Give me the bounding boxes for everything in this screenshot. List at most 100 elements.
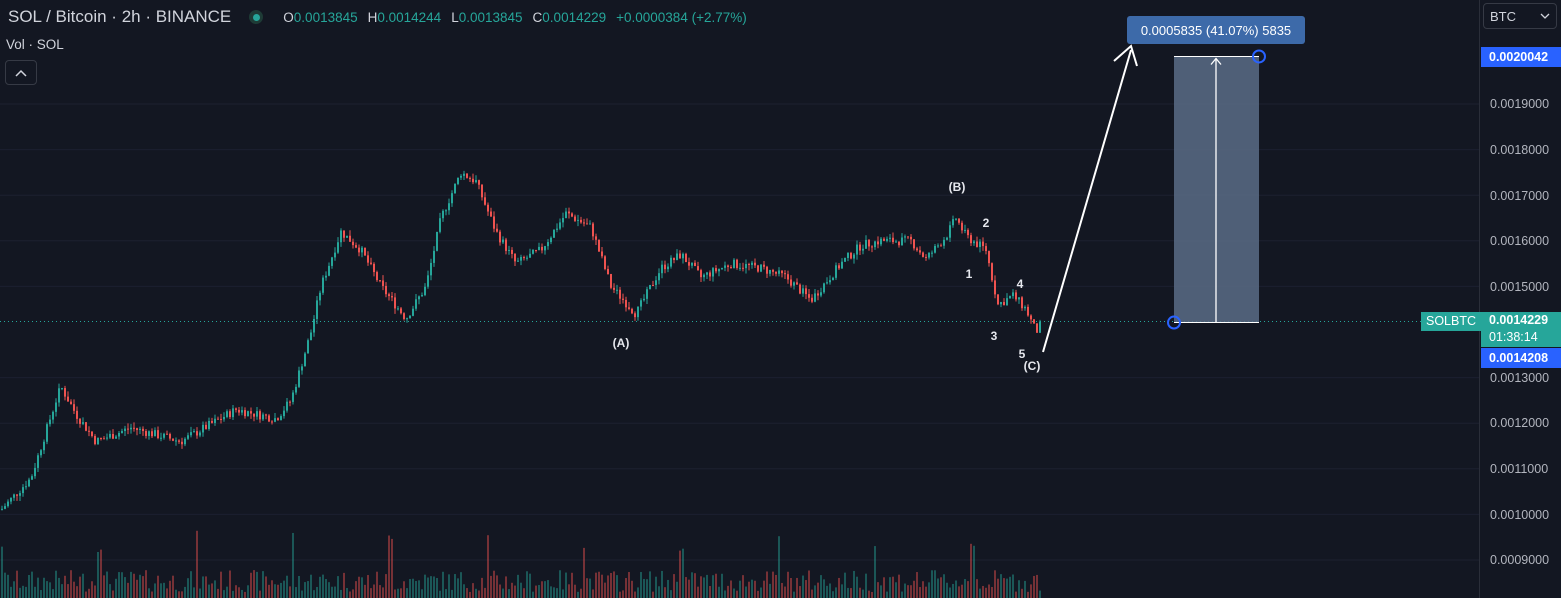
volume-label[interactable]: Vol · SOL [6,37,64,52]
volume-bar [592,589,594,598]
volume-bar [460,572,462,598]
candle-body [175,440,177,442]
volume-bar [577,591,579,598]
candle-body [487,204,489,212]
volume-bar [124,577,126,598]
candle-body [133,427,135,429]
volume-bar [928,582,930,598]
volume-bar [229,570,231,598]
market-status-icon[interactable] [249,10,264,24]
price-chart[interactable] [0,0,1479,598]
candle-body [997,294,999,305]
volume-bar [184,586,186,598]
candle-body [874,241,876,248]
wave-label-c[interactable]: (C) [1023,359,1041,373]
candle-body [553,229,555,238]
candle-body [286,401,288,411]
volume-bar [127,582,129,598]
candle-body [502,239,504,243]
candle-body [781,270,783,274]
volume-bar [370,588,372,598]
volume-bar [769,583,771,598]
wave-label-4[interactable]: 4 [1016,277,1024,291]
volume-bar [772,571,774,598]
candle-body [796,282,798,285]
collapse-indicators-button[interactable] [5,60,37,85]
candle-body [511,249,513,254]
wave-label-1[interactable]: 1 [965,267,973,281]
volume-bar [946,582,948,598]
symbol-price-tag[interactable]: SOLBTC [1421,312,1482,331]
candle-body [928,252,930,258]
candle-body [418,296,420,300]
volume-bar [340,589,342,598]
wave-label-2[interactable]: 2 [982,216,990,230]
volume-bar [154,583,156,598]
volume-bar [4,572,6,598]
current-price-tag[interactable]: 0.0014229 01:38:14 [1481,312,1561,347]
price-tick: 0.0018000 [1490,143,1550,157]
candle-body [505,239,507,251]
volume-bar [436,577,438,598]
candle-body [895,241,897,243]
volume-bar [469,591,471,598]
volume-bar [874,546,876,598]
candle-body [169,434,171,439]
candle-body [841,261,843,269]
volume-bar [859,587,861,598]
volume-bar [748,581,750,598]
volume-bar [427,577,429,598]
volume-bar [838,577,840,598]
symbol-header: SOL / Bitcoin · 2h · BINANCE O0.0013845 … [8,4,747,30]
candle-body [445,210,447,212]
volume-bar [562,589,564,598]
volume-bar [277,584,279,598]
target-price-tag[interactable]: 0.0020042 [1481,47,1561,67]
currency-select[interactable]: BTC [1483,3,1557,29]
volume-bar [724,590,726,598]
candle-body [109,433,111,438]
volume-bar [763,580,765,598]
volume-bar [466,588,468,598]
volume-bar [643,578,645,598]
symbol-title[interactable]: SOL / Bitcoin · 2h · BINANCE [8,7,232,26]
volume-bar [517,574,519,598]
low-price-tag[interactable]: 0.0014208 [1481,348,1561,368]
volume-bar [673,574,675,598]
volume-bar [958,586,960,598]
measure-label[interactable]: 0.0005835 (41.07%) 5835 [1127,16,1305,44]
volume-bar [196,530,198,598]
volume-bar [346,587,348,598]
volume-bar [397,588,399,598]
volume-bar [826,585,828,598]
candle-body [322,277,324,293]
candle-body [673,257,675,261]
volume-bar [604,582,606,598]
volume-bar [931,570,933,598]
wave-label-a[interactable]: (A) [612,336,630,350]
volume-bar [505,576,507,598]
candle-body [610,274,612,288]
volume-bar [895,582,897,598]
candle-body [448,203,450,211]
candle-body [37,455,39,468]
wave-label-3[interactable]: 3 [990,329,998,343]
candle-body [466,173,468,178]
candle-body [574,216,576,221]
volume-bar [244,591,246,598]
candle-body [376,272,378,281]
candle-body [907,236,909,238]
volume-bar [832,591,834,598]
wave-label-5[interactable]: 5 [1018,347,1026,361]
volume-bar [808,570,810,598]
candle-body [1033,319,1035,324]
volume-bar [943,574,945,598]
volume-bar [298,575,300,598]
candle-body [805,288,807,295]
candle-body [190,432,192,436]
candle-body [412,308,414,316]
candle-body [628,307,630,309]
candle-body [406,318,408,320]
wave-label-b[interactable]: (B) [948,180,966,194]
price-axis[interactable] [1479,0,1561,598]
